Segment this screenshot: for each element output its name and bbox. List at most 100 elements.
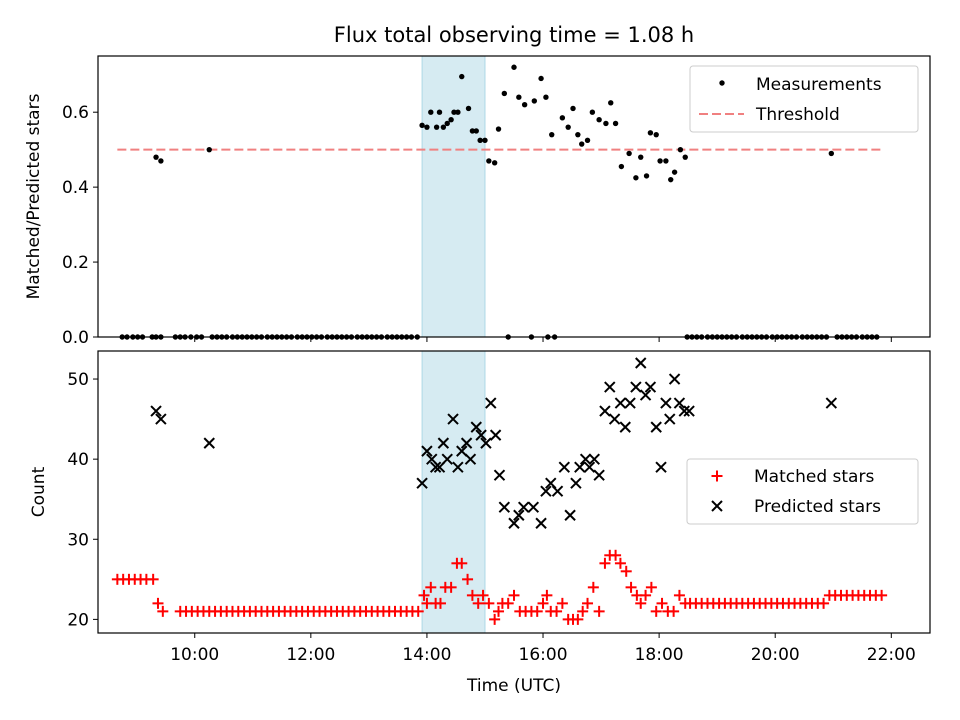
x-tick-label: 18:00	[635, 645, 684, 665]
y-tick-label-top: 0.2	[62, 253, 89, 273]
measurement-point	[647, 130, 654, 136]
legend-plus-glyph	[711, 470, 723, 482]
predicted-star-point	[599, 405, 611, 417]
predicted-star-point	[825, 397, 838, 409]
matched-stars-series	[111, 549, 888, 625]
measurement-point	[633, 175, 639, 181]
predicted-star-point	[608, 413, 621, 425]
matched-star-point	[556, 597, 568, 609]
measurement-point	[612, 120, 619, 127]
predicted-star-point	[437, 437, 450, 449]
matched-star-point	[462, 573, 474, 585]
predicted-star-point	[421, 445, 433, 457]
measurement-point	[469, 128, 476, 134]
matched-star-point	[610, 549, 622, 561]
predicted-star-point	[673, 397, 686, 409]
predicted-star-point	[619, 421, 631, 433]
matched-star-point	[551, 605, 563, 617]
top-panel: 0.0 0.2 0.4 0.6 Matched/Predicted stars Mea…	[24, 55, 931, 348]
matched-star-point	[466, 589, 478, 601]
predicted-star-point	[683, 405, 695, 417]
predicted-star-point	[570, 477, 582, 489]
matched-star-point	[412, 605, 424, 617]
matched-star-point	[152, 597, 164, 609]
matched-star-point	[502, 597, 514, 609]
measurement-point	[828, 150, 835, 157]
bottom-panel: 20 30 40 50 10:00 12:00 14:00 16:00 18:00 20:00 22…	[29, 350, 931, 696]
predicted-star-point	[579, 453, 592, 465]
predicted-star-point	[480, 437, 492, 449]
x-tick-label: 20:00	[751, 645, 800, 665]
predicted-star-point	[588, 453, 601, 465]
axis-ticks-bottom: 20 30 40 50 10:00 12:00 14:00 16:00 18:00 20:00 22…	[67, 370, 915, 665]
predicted-star-point	[551, 485, 564, 497]
predicted-star-point	[639, 389, 652, 401]
measurement-point	[603, 120, 609, 127]
measurement-point	[495, 126, 502, 132]
legend-predicted-marker	[711, 500, 723, 512]
predicted-star-point	[630, 381, 642, 393]
measurement-point	[626, 150, 632, 157]
predicted-star-point	[498, 501, 511, 513]
measurement-point	[491, 160, 498, 166]
matched-star-point	[537, 597, 549, 609]
plot-frame-bottom	[97, 350, 931, 634]
measurement-point	[444, 120, 450, 127]
predicted-star-point	[655, 461, 667, 473]
predicted-star-point	[456, 445, 468, 457]
matched-star-point	[541, 589, 553, 601]
measurement-point	[153, 154, 159, 160]
predicted-star-point	[150, 405, 162, 417]
legend-matched-marker	[711, 470, 723, 482]
matched-star-point	[620, 565, 632, 577]
measurement-point	[521, 102, 528, 108]
predicted-star-point	[464, 453, 477, 465]
predicted-star-point	[485, 397, 497, 409]
matched-star-point	[650, 605, 662, 617]
measurement-point	[663, 158, 669, 164]
predicted-star-point	[441, 453, 453, 465]
y-tick-label-top: 0.0	[62, 328, 89, 348]
predicted-star-point	[650, 421, 662, 433]
predicted-star-point	[668, 373, 681, 385]
matched-star-point	[656, 597, 668, 609]
predicted-star-point	[203, 437, 215, 449]
legend-x-glyph	[711, 500, 723, 512]
predicted-star-point	[664, 413, 676, 425]
measurement-point	[668, 176, 674, 183]
matched-star-point	[625, 581, 637, 593]
measurement-point	[428, 109, 434, 115]
matched-star-point	[876, 589, 888, 601]
matched-star-point	[493, 605, 505, 617]
measurement-point	[511, 64, 517, 70]
predicted-star-point	[508, 517, 520, 529]
measurement-point	[482, 137, 488, 143]
measurement-point	[531, 98, 538, 104]
measurement-point	[643, 173, 650, 179]
y-tick-label-top: 0.6	[62, 103, 89, 123]
measurement-point	[549, 131, 555, 138]
x-tick-label: 12:00	[286, 645, 335, 665]
matched-star-point	[489, 613, 501, 625]
measurement-point	[459, 73, 465, 80]
measurement-point	[579, 141, 585, 147]
measurement-point	[465, 105, 472, 112]
highlight-span-bottom	[421, 350, 486, 634]
x-tick-label: 14:00	[402, 645, 451, 665]
x-axis-label: Time (UTC)	[466, 676, 561, 696]
legend-matched-label: Matched stars	[754, 467, 874, 487]
measurement-point	[424, 124, 430, 130]
matched-star-point	[418, 589, 430, 601]
predicted-star-point	[527, 501, 540, 513]
matched-star-point	[668, 605, 680, 617]
measurement-point	[565, 124, 571, 130]
y-axis-label-bottom: Count	[29, 466, 49, 517]
measurement-point	[448, 116, 454, 123]
matched-star-point	[818, 597, 830, 609]
measurement-point	[455, 109, 461, 115]
legend-bottom: Matched stars Predicted stars	[686, 458, 919, 525]
measurement-point	[419, 122, 425, 129]
matched-star-point	[483, 597, 495, 609]
matched-star-point	[599, 557, 611, 569]
